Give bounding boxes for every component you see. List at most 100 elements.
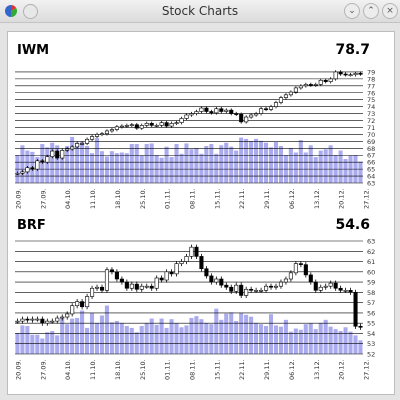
x-tick-label: 06.12. [288, 188, 296, 209]
volume-bar [328, 145, 333, 183]
candle-body [338, 287, 343, 291]
candle-body [194, 111, 199, 114]
chart-symbol: IWM [17, 43, 49, 58]
candle-body [239, 284, 244, 296]
candle-body [343, 73, 348, 76]
candle-body [99, 286, 105, 291]
volume-bar [358, 340, 363, 354]
candle-body [293, 87, 298, 93]
candle-body [109, 269, 114, 273]
candle-body [99, 133, 105, 136]
volume-bar [199, 319, 204, 354]
volume-bar [75, 317, 80, 354]
volume-bar [288, 331, 293, 354]
volume-bar [204, 322, 209, 355]
y-tick-label: 72 [367, 117, 375, 125]
title-bar[interactable]: Stock Charts ⌄ ⌃ × [0, 0, 400, 23]
chevron-down-icon[interactable]: ⌄ [344, 3, 360, 19]
y-tick-label: 69 [367, 138, 375, 146]
volume-bar [30, 334, 35, 354]
candle-body [278, 281, 284, 287]
candle-body [229, 109, 234, 114]
candle-body [164, 122, 169, 127]
volume-bar [263, 326, 269, 354]
candle-body [60, 316, 65, 319]
candle-body [338, 71, 343, 75]
y-tick-label: 53 [367, 340, 375, 348]
candle-body [184, 114, 189, 119]
volume-bar [189, 149, 194, 183]
x-tick-label: 15.11. [213, 188, 221, 209]
candle-body [224, 284, 229, 288]
y-tick-label: 78 [367, 75, 375, 83]
volume-bar [318, 150, 323, 183]
candle-body [313, 84, 318, 86]
volume-bar [313, 329, 318, 354]
candle-body [323, 79, 328, 82]
window-menu-icon[interactable] [23, 4, 38, 19]
x-tick-label: 15.11. [213, 359, 221, 380]
x-tick-label: 11.10. [89, 359, 97, 380]
volume-bar [293, 328, 298, 354]
volume-bar [308, 145, 313, 183]
chart-panel-brf: BRF 54.6 52 53 54 55 56 57 58 59 60 61 62 63 20.09. 2… [14, 217, 375, 380]
y-tick-label: 66 [367, 159, 375, 167]
candle-body [40, 160, 45, 163]
x-tick-label: 20.12. [338, 188, 346, 209]
volume-bar [119, 152, 124, 183]
stock-app-icon[interactable] [4, 4, 18, 18]
volume-bar [179, 327, 184, 354]
candle-body [35, 318, 40, 321]
volume-bar [273, 325, 278, 354]
candle-body [204, 107, 209, 112]
charts-area: IWM 78.7 63 64 65 66 67 68 69 70 71 72 73 74 75 76 77 7… [7, 31, 395, 395]
volume-bar [40, 338, 45, 354]
candle-body [264, 108, 269, 111]
x-tick-label: 27.12. [362, 188, 370, 209]
volume-bar [149, 318, 154, 354]
candle-body [318, 286, 323, 291]
volume-bar [164, 146, 169, 183]
candle-body [333, 282, 338, 289]
volume-bar [45, 332, 50, 354]
y-tick-label: 70 [367, 131, 375, 139]
x-tick-label: 22.11. [238, 188, 246, 209]
volume-bar [104, 305, 109, 354]
volume-bar [124, 153, 129, 183]
candle-body [124, 281, 129, 289]
candle-body [204, 268, 209, 277]
volume-bar [85, 327, 90, 354]
x-tick-label: 18.10. [114, 188, 122, 209]
candle-body [348, 74, 353, 77]
volume-bar [244, 314, 249, 354]
x-tick-label: 29.11. [263, 188, 271, 209]
y-tick-label: 55 [367, 320, 375, 328]
candle-body [234, 284, 239, 292]
volume-bar [144, 322, 149, 355]
y-tick-label: 77 [367, 82, 375, 90]
volume-bar [174, 144, 179, 183]
candle-body [244, 288, 249, 296]
candle-body [134, 124, 139, 129]
volume-bar [75, 142, 80, 183]
candle-body [55, 317, 60, 322]
candle-body [259, 108, 264, 114]
y-tick-label: 63 [367, 238, 375, 246]
candle-body [94, 286, 100, 289]
volume-bar [318, 322, 323, 355]
stock-charts-canvas: IWM 78.7 6364656667686970717273747576777… [14, 42, 375, 380]
x-tick-label: 20.12. [338, 359, 346, 380]
close-icon[interactable]: × [382, 3, 398, 19]
x-tick-label: 20.09. [14, 359, 22, 380]
volume-bar [353, 335, 358, 354]
candle-body [119, 278, 124, 283]
x-tick-label: 01.11. [164, 188, 172, 209]
chevron-up-icon[interactable]: ⌃ [363, 3, 379, 19]
volume-bar [229, 146, 234, 183]
candle-body [20, 171, 25, 174]
volume-bar [109, 151, 114, 183]
volume-bar [209, 144, 214, 183]
volume-bar [239, 137, 244, 183]
candle-body [303, 84, 308, 87]
volume-bar [159, 318, 164, 354]
